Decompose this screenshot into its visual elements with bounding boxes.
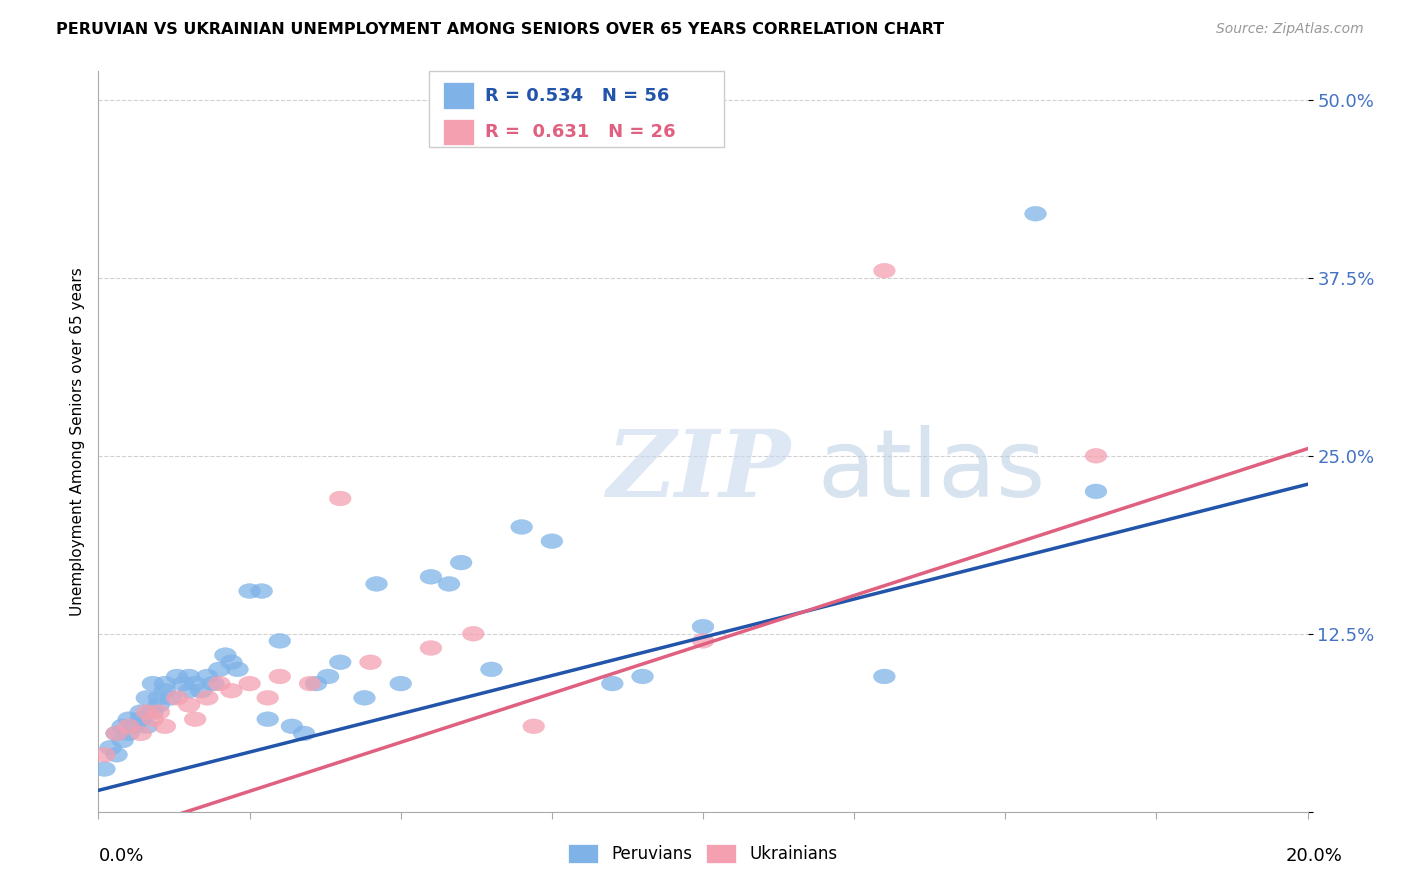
Text: 0.0%: 0.0% — [98, 847, 143, 865]
Ellipse shape — [257, 690, 278, 706]
Ellipse shape — [129, 705, 152, 720]
Ellipse shape — [250, 583, 273, 599]
Ellipse shape — [420, 569, 441, 584]
Ellipse shape — [692, 633, 714, 648]
Ellipse shape — [129, 726, 152, 741]
Ellipse shape — [269, 633, 291, 648]
Ellipse shape — [329, 491, 352, 506]
Ellipse shape — [420, 640, 441, 656]
Ellipse shape — [124, 719, 146, 734]
Ellipse shape — [111, 733, 134, 747]
Ellipse shape — [197, 690, 218, 706]
Ellipse shape — [100, 740, 121, 755]
Ellipse shape — [111, 719, 134, 734]
Text: 20.0%: 20.0% — [1286, 847, 1343, 865]
Ellipse shape — [155, 719, 176, 734]
Text: PERUVIAN VS UKRAINIAN UNEMPLOYMENT AMONG SENIORS OVER 65 YEARS CORRELATION CHART: PERUVIAN VS UKRAINIAN UNEMPLOYMENT AMONG… — [56, 22, 945, 37]
Ellipse shape — [631, 669, 654, 684]
Ellipse shape — [155, 676, 176, 691]
Ellipse shape — [257, 712, 278, 727]
Ellipse shape — [136, 719, 157, 734]
Ellipse shape — [873, 263, 896, 278]
Ellipse shape — [129, 712, 152, 727]
Ellipse shape — [118, 719, 139, 734]
Ellipse shape — [389, 676, 412, 691]
Ellipse shape — [179, 683, 200, 698]
Ellipse shape — [281, 719, 302, 734]
Ellipse shape — [269, 669, 291, 684]
Ellipse shape — [221, 683, 242, 698]
Text: R = 0.534   N = 56: R = 0.534 N = 56 — [485, 87, 669, 104]
Ellipse shape — [1085, 449, 1107, 463]
Ellipse shape — [118, 726, 139, 741]
Ellipse shape — [692, 619, 714, 634]
Legend: Peruvians, Ukrainians: Peruvians, Ukrainians — [562, 838, 844, 870]
Ellipse shape — [292, 726, 315, 741]
Ellipse shape — [353, 690, 375, 706]
Ellipse shape — [510, 519, 533, 534]
Ellipse shape — [873, 669, 896, 684]
Ellipse shape — [239, 583, 260, 599]
Ellipse shape — [523, 719, 544, 734]
Ellipse shape — [299, 676, 321, 691]
Ellipse shape — [190, 683, 212, 698]
Text: R =  0.631   N = 26: R = 0.631 N = 26 — [485, 123, 676, 141]
Ellipse shape — [148, 690, 170, 706]
Ellipse shape — [1085, 484, 1107, 499]
Ellipse shape — [179, 698, 200, 713]
Text: ZIP: ZIP — [606, 426, 790, 516]
Ellipse shape — [105, 726, 128, 741]
Ellipse shape — [439, 576, 460, 591]
Ellipse shape — [118, 712, 139, 727]
Ellipse shape — [541, 533, 562, 549]
Ellipse shape — [305, 676, 328, 691]
Ellipse shape — [105, 726, 128, 741]
Ellipse shape — [184, 712, 207, 727]
Ellipse shape — [239, 676, 260, 691]
Ellipse shape — [208, 676, 231, 691]
Ellipse shape — [221, 655, 242, 670]
Ellipse shape — [360, 655, 381, 670]
Ellipse shape — [148, 698, 170, 713]
Y-axis label: Unemployment Among Seniors over 65 years: Unemployment Among Seniors over 65 years — [69, 268, 84, 615]
Ellipse shape — [136, 705, 157, 720]
Ellipse shape — [136, 690, 157, 706]
Ellipse shape — [463, 626, 484, 641]
Ellipse shape — [172, 676, 194, 691]
Ellipse shape — [602, 676, 623, 691]
Ellipse shape — [197, 669, 218, 684]
Ellipse shape — [1025, 206, 1046, 221]
Ellipse shape — [179, 669, 200, 684]
Ellipse shape — [94, 747, 115, 762]
Ellipse shape — [142, 705, 163, 720]
Ellipse shape — [215, 648, 236, 663]
Ellipse shape — [329, 655, 352, 670]
Ellipse shape — [166, 690, 188, 706]
Ellipse shape — [450, 555, 472, 570]
Ellipse shape — [202, 676, 224, 691]
Ellipse shape — [105, 747, 128, 762]
Ellipse shape — [94, 762, 115, 776]
Text: Source: ZipAtlas.com: Source: ZipAtlas.com — [1216, 22, 1364, 37]
Ellipse shape — [318, 669, 339, 684]
Ellipse shape — [166, 669, 188, 684]
Ellipse shape — [142, 712, 163, 727]
Text: atlas: atlas — [818, 425, 1046, 517]
Ellipse shape — [160, 690, 181, 706]
Ellipse shape — [184, 676, 207, 691]
Ellipse shape — [208, 662, 231, 677]
Ellipse shape — [155, 683, 176, 698]
Ellipse shape — [481, 662, 502, 677]
Ellipse shape — [142, 676, 163, 691]
Ellipse shape — [226, 662, 249, 677]
Ellipse shape — [148, 705, 170, 720]
Ellipse shape — [366, 576, 388, 591]
